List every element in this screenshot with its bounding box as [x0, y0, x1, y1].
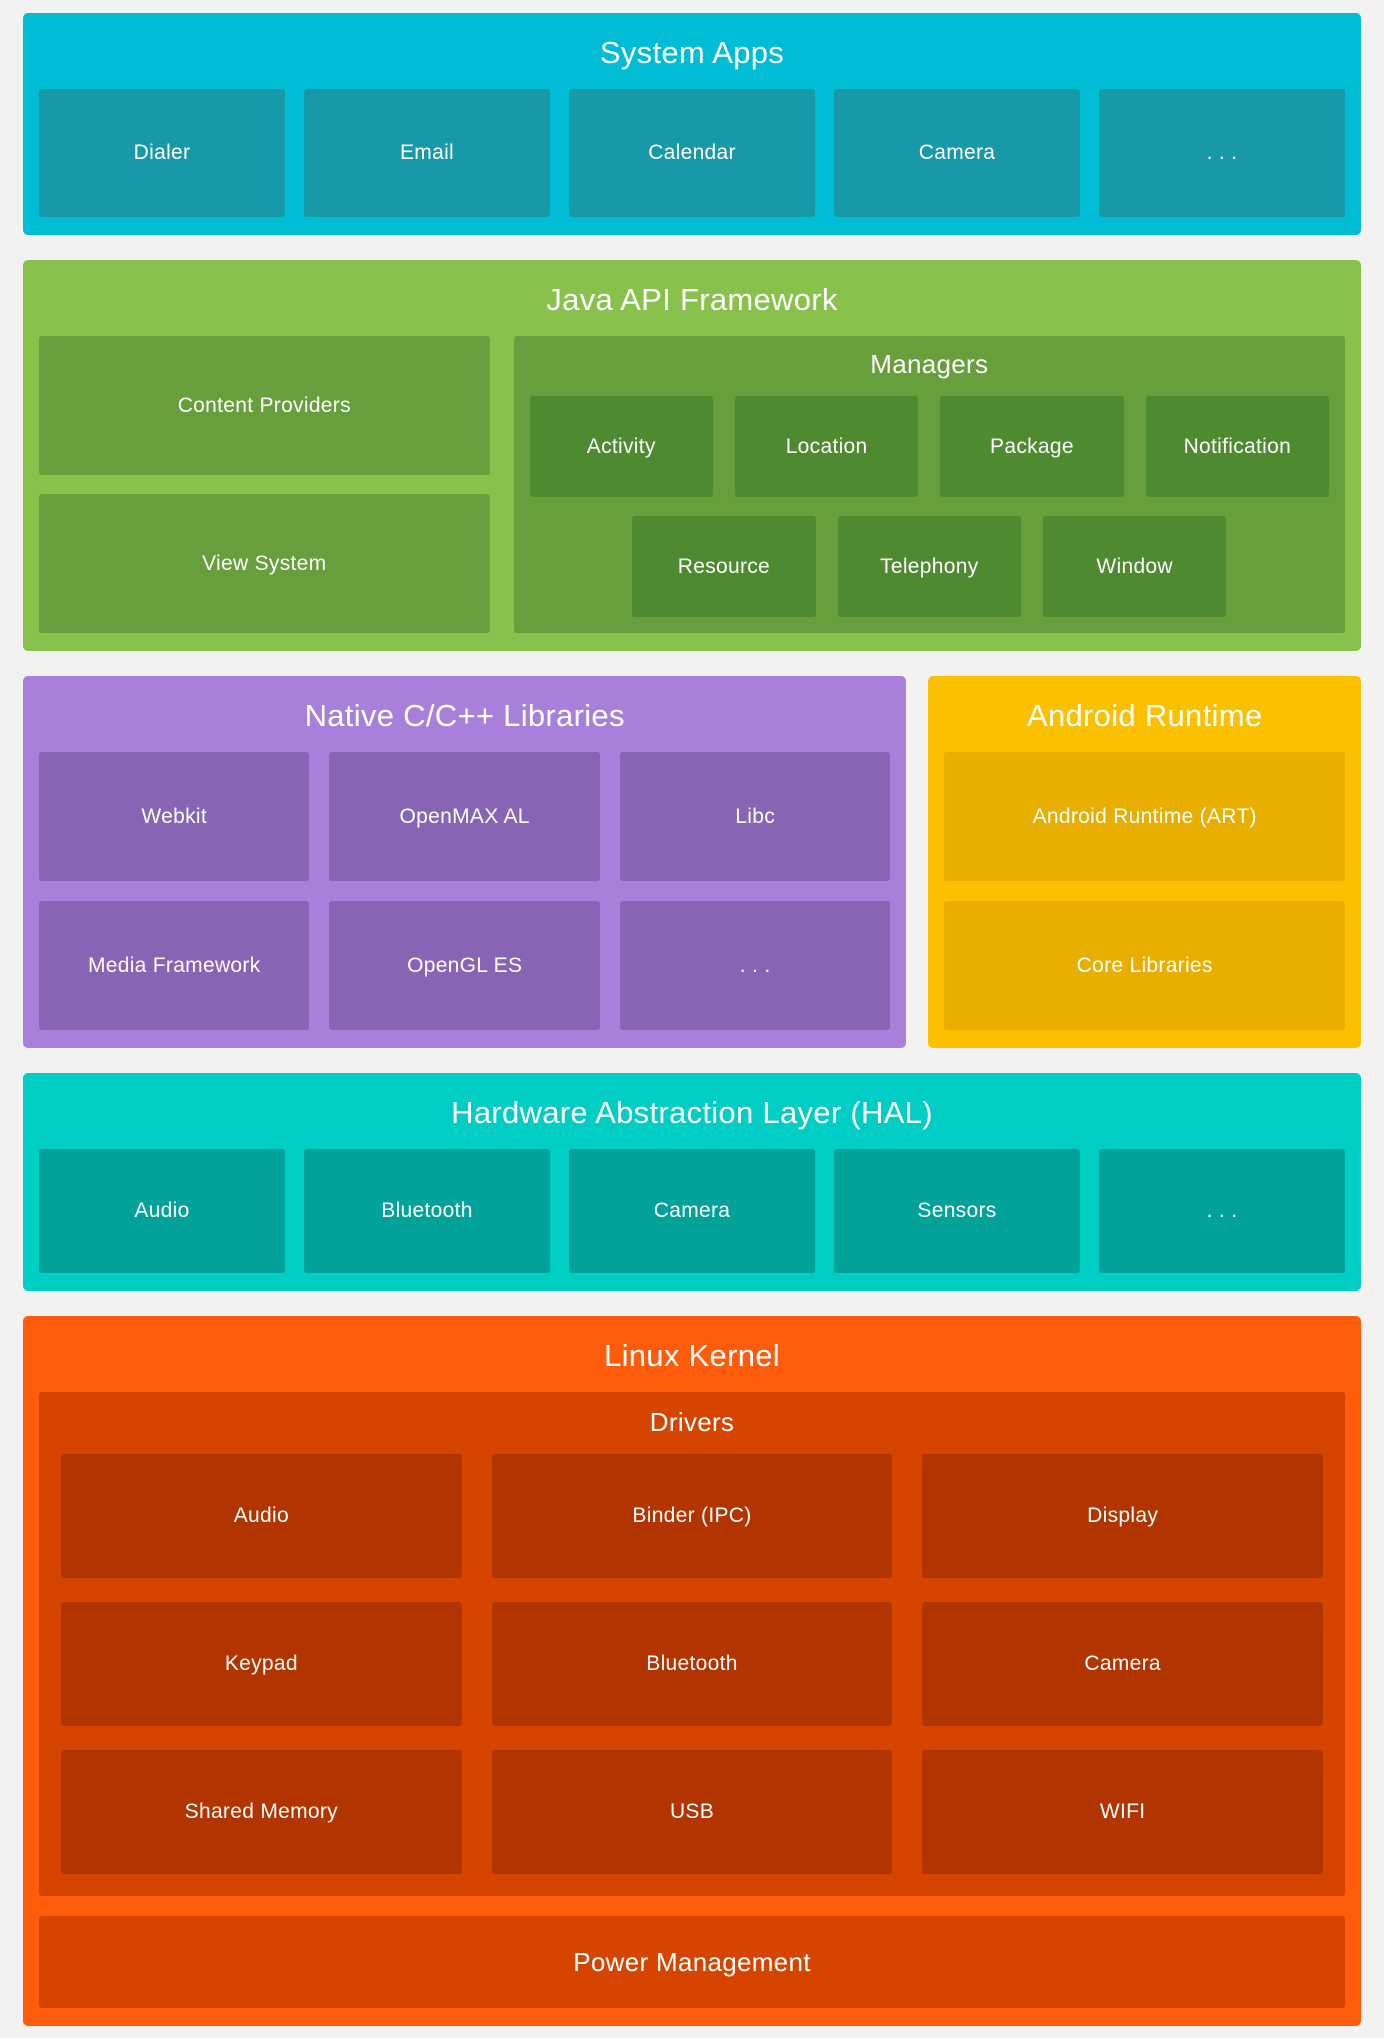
hal-cards: Audio Bluetooth Camera Sensors . . .: [39, 1149, 1345, 1273]
card-driver-shared-memory: Shared Memory: [61, 1750, 462, 1874]
card-activity-manager: Activity: [529, 396, 713, 497]
layer-java-api-framework: Java API Framework Content Providers Vie…: [23, 260, 1361, 651]
card-art: Android Runtime (ART): [944, 752, 1345, 881]
java-api-title: Java API Framework: [546, 282, 838, 317]
card-camera: Camera: [834, 89, 1080, 217]
card-location-manager: Location: [734, 396, 919, 497]
card-openmax-al: OpenMAX AL: [329, 752, 600, 881]
card-email: Email: [304, 89, 550, 217]
card-core-libraries: Core Libraries: [944, 901, 1345, 1030]
android-stack-diagram: System Apps Dialer Email Calendar Camera…: [23, 13, 1361, 2026]
card-notification-manager: Notification: [1145, 396, 1329, 497]
managers-row-2: Resource Telephony Window: [530, 516, 1329, 617]
managers-group: Managers Activity Location Package Notif…: [513, 336, 1345, 633]
java-api-content: Content Providers View System Managers A…: [39, 336, 1345, 633]
card-driver-display: Display: [922, 1454, 1323, 1578]
system-apps-title: System Apps: [599, 35, 785, 70]
layer-native-libraries: Native C/C++ Libraries Webkit OpenMAX AL…: [23, 676, 907, 1048]
card-driver-audio: Audio: [61, 1454, 462, 1578]
layer-hal: Hardware Abstraction Layer (HAL) Audio B…: [23, 1073, 1361, 1291]
card-driver-bluetooth: Bluetooth: [491, 1602, 893, 1726]
java-left-column: Content Providers View System: [39, 336, 490, 633]
card-libc: Libc: [619, 752, 891, 881]
card-more-libraries: . . .: [619, 901, 891, 1030]
card-hal-camera: Camera: [569, 1149, 815, 1273]
card-more-apps: . . .: [1099, 89, 1345, 217]
card-view-system: View System: [39, 494, 490, 633]
card-hal-sensors: Sensors: [834, 1149, 1080, 1273]
card-hal-more: . . .: [1099, 1149, 1345, 1273]
android-runtime-title: Android Runtime: [1026, 698, 1263, 733]
managers-title: Managers: [870, 349, 989, 379]
layer-android-runtime: Android Runtime Android Runtime (ART) Co…: [928, 676, 1361, 1048]
hal-title: Hardware Abstraction Layer (HAL): [451, 1095, 933, 1130]
card-telephony-manager: Telephony: [837, 516, 1021, 617]
card-window-manager: Window: [1042, 516, 1227, 617]
card-driver-binder-ipc: Binder (IPC): [491, 1454, 893, 1578]
libraries-runtime-row: Native C/C++ Libraries Webkit OpenMAX AL…: [23, 676, 1361, 1048]
system-apps-cards: Dialer Email Calendar Camera . . .: [39, 89, 1345, 217]
card-media-framework: Media Framework: [39, 901, 310, 1030]
drivers-grid: Audio Binder (IPC) Display Keypad Blueto…: [61, 1454, 1323, 1874]
power-management-bar: Power Management: [39, 1916, 1345, 2008]
managers-row-1: Activity Location Package Notification: [529, 396, 1329, 497]
card-hal-bluetooth: Bluetooth: [304, 1149, 550, 1273]
native-libraries-grid: Webkit OpenMAX AL Libc Media Framework O…: [39, 752, 891, 1030]
card-resource-manager: Resource: [632, 516, 816, 617]
card-driver-wifi: WIFI: [922, 1750, 1323, 1874]
layer-linux-kernel: Linux Kernel Drivers Audio Binder (IPC) …: [23, 1316, 1361, 2026]
card-calendar: Calendar: [569, 89, 815, 217]
card-dialer: Dialer: [39, 89, 285, 217]
drivers-title: Drivers: [649, 1407, 735, 1437]
native-libraries-title: Native C/C++ Libraries: [304, 698, 625, 733]
card-opengl-es: OpenGL ES: [329, 901, 600, 1030]
card-package-manager: Package: [940, 396, 1124, 497]
layer-system-apps: System Apps Dialer Email Calendar Camera…: [23, 13, 1361, 235]
card-driver-keypad: Keypad: [61, 1602, 462, 1726]
card-content-providers: Content Providers: [39, 336, 490, 475]
card-driver-usb: USB: [491, 1750, 893, 1874]
card-driver-camera: Camera: [922, 1602, 1323, 1726]
android-runtime-cards: Android Runtime (ART) Core Libraries: [944, 752, 1345, 1030]
linux-kernel-title: Linux Kernel: [604, 1338, 780, 1373]
drivers-group: Drivers Audio Binder (IPC) Display Keypa…: [39, 1392, 1345, 1896]
card-hal-audio: Audio: [39, 1149, 285, 1273]
card-webkit: Webkit: [39, 752, 310, 881]
